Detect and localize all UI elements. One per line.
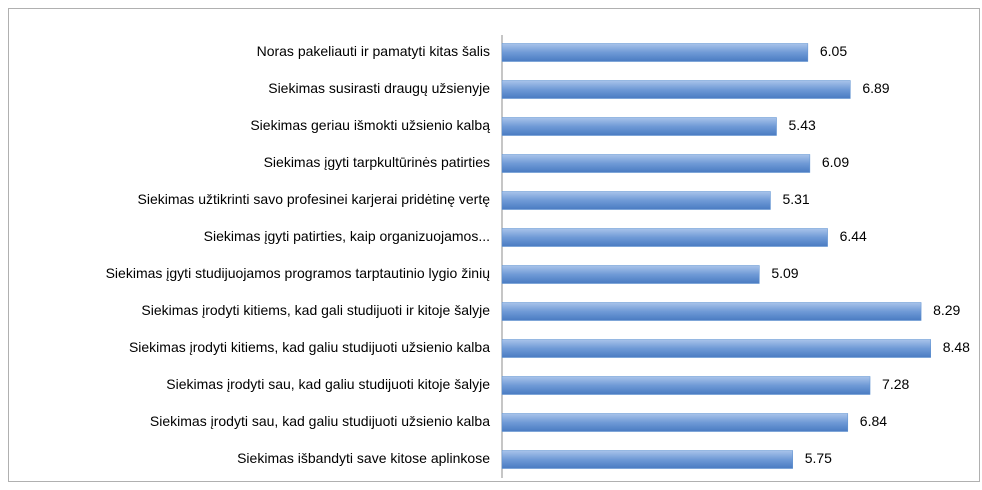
y-tick-label: Siekimas įgyti patirties, kaip organizuo… [204, 228, 490, 244]
data-label: 8.29 [933, 302, 960, 318]
y-tick-label: Siekimas įgyti tarpkultūrinės patirties [264, 154, 490, 170]
y-tick-label: Siekimas įrodyti kitiems, kad gali studi… [141, 302, 490, 318]
data-label: 6.89 [862, 80, 889, 96]
bar [501, 117, 777, 136]
data-label: 5.09 [771, 265, 798, 281]
y-tick-label: Siekimas susirasti draugų užsienyje [268, 80, 490, 96]
bar [501, 80, 851, 99]
bar [501, 450, 793, 469]
data-label: 5.31 [782, 191, 809, 207]
data-label: 7.28 [882, 376, 909, 392]
chart-border [8, 8, 980, 482]
data-label: 5.75 [805, 450, 832, 466]
data-label: 6.05 [820, 43, 847, 59]
data-label: 8.48 [943, 339, 970, 355]
y-tick-label: Siekimas įrodyti sau, kad galiu studijuo… [150, 413, 490, 429]
y-tick-label: Siekimas įrodyti kitiems, kad galiu stud… [129, 339, 490, 355]
bar [501, 265, 760, 284]
bar [501, 413, 849, 432]
bar [501, 228, 828, 247]
bar [501, 339, 931, 358]
y-tick-label: Noras pakeliauti ir pamatyti kitas šalis [257, 43, 490, 59]
data-label: 6.09 [822, 154, 849, 170]
bar [501, 43, 809, 62]
y-tick-label: Siekimas įgyti studijuojamos programos t… [106, 265, 491, 281]
bar [501, 191, 771, 210]
y-tick-label: Siekimas užtikrinti savo profesinei karj… [138, 191, 491, 207]
y-tick-label: Siekimas geriau išmokti užsienio kalbą [250, 117, 490, 133]
data-label: 6.44 [840, 228, 867, 244]
bar [501, 376, 871, 395]
data-label: 5.43 [789, 117, 816, 133]
y-tick-label: Siekimas išbandyti save kitose aplinkose [237, 450, 490, 466]
y-tick-label: Siekimas įrodyti sau, kad galiu studijuo… [166, 376, 490, 392]
bar [501, 302, 922, 321]
bar [501, 154, 811, 173]
data-label: 6.84 [860, 413, 887, 429]
